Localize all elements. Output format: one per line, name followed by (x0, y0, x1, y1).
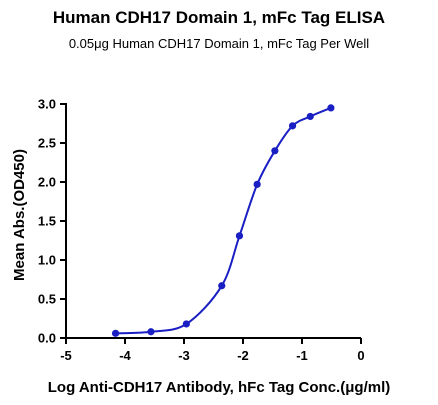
y-tick-label: 2.5 (38, 136, 56, 151)
y-axis-label: Mean Abs.(OD450) (11, 149, 28, 281)
y-tick-label: 0.0 (38, 331, 56, 346)
data-point (235, 232, 244, 240)
chart-axes (65, 103, 361, 339)
y-tick-label: 2.0 (38, 175, 56, 190)
y-tick-label: 1.0 (38, 253, 56, 268)
chart-subtitle: 0.05μg Human CDH17 Domain 1, mFc Tag Per… (68, 36, 370, 51)
data-point (218, 282, 226, 290)
x-tick-label: -2 (237, 348, 249, 363)
x-tick-label: -4 (119, 348, 131, 363)
data-point (327, 104, 335, 112)
data-point (306, 112, 314, 121)
data-point (182, 320, 190, 328)
x-tick-label: -3 (178, 348, 190, 363)
y-tick-label: 3.0 (38, 97, 56, 112)
data-point (271, 147, 279, 155)
x-tick-label: 0 (357, 348, 364, 363)
fit-curve (115, 106, 332, 335)
chart-ticks: -5 -4 -3 -2 -1 0 0.0 0.5 1.0 1.5 2.0 2.5 3.0 (38, 97, 365, 364)
x-tick-label: -5 (60, 348, 72, 363)
data-point (288, 122, 297, 130)
y-tick-label: 1.5 (38, 214, 56, 229)
x-tick-label: -1 (296, 348, 308, 363)
chart-title: Human CDH17 Domain 1, mFc Tag ELISA (52, 8, 386, 27)
x-axis-label: Log Anti-CDH17 Antibody, hFc Tag Conc.(μ… (48, 379, 390, 396)
data-point (111, 329, 120, 337)
data-points (111, 104, 335, 337)
data-point (147, 328, 155, 336)
y-tick-label: 0.5 (38, 292, 56, 307)
data-point (253, 180, 261, 188)
